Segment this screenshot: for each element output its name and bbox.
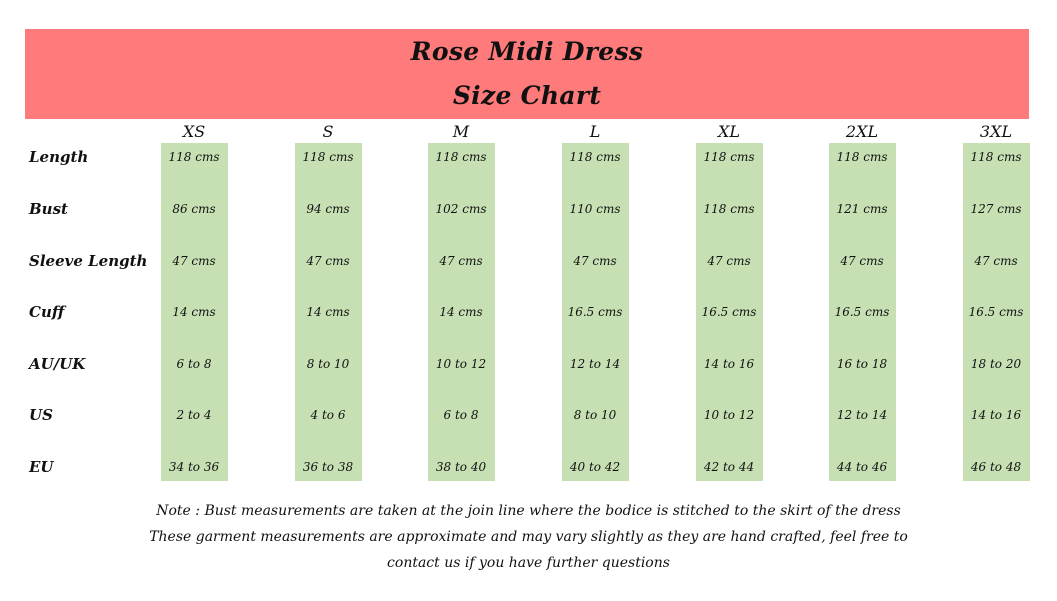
size-value-cell: 38 to 40 [435,460,487,474]
size-column-header: S [322,122,334,141]
size-value-cell: 16 to 18 [836,357,888,371]
size-value-cell: 110 cms [569,202,621,216]
size-value-cell: 42 to 44 [703,460,755,474]
measurement-row-label: Bust [29,200,68,218]
column-highlight [428,143,495,481]
size-column-header: XS [182,122,206,141]
size-value-cell: 14 to 16 [703,357,755,371]
size-value-cell: 12 to 14 [836,408,888,422]
size-value-cell: 16.5 cms [567,305,623,319]
product-title: Rose Midi Dress [410,37,644,66]
size-value-cell: 118 cms [168,150,220,164]
note-line-2: These garment measurements are approxima… [149,529,908,545]
size-value-cell: 34 to 36 [168,460,220,474]
size-value-cell: 118 cms [836,150,888,164]
column-highlight [963,143,1030,481]
size-value-cell: 36 to 38 [302,460,354,474]
size-column-header: L [589,122,601,141]
size-column-header: XL [717,122,740,141]
size-value-cell: 118 cms [703,202,755,216]
size-value-cell: 14 cms [306,305,350,319]
column-highlight [295,143,362,481]
size-value-cell: 4 to 6 [310,408,346,422]
size-value-cell: 47 cms [573,254,617,268]
size-value-cell: 47 cms [172,254,216,268]
size-value-cell: 16.5 cms [834,305,890,319]
size-value-cell: 18 to 20 [970,357,1022,371]
column-highlight [161,143,228,481]
size-value-cell: 118 cms [569,150,621,164]
size-value-cell: 47 cms [840,254,884,268]
measurement-row-label: AU/UK [29,355,86,373]
measurement-row-label: Sleeve Length [29,252,148,270]
size-value-cell: 12 to 14 [569,357,621,371]
size-value-cell: 46 to 48 [970,460,1022,474]
column-highlight [562,143,629,481]
size-value-cell: 47 cms [707,254,751,268]
size-value-cell: 118 cms [703,150,755,164]
size-value-cell: 44 to 46 [836,460,888,474]
measurement-row-label: US [29,406,53,424]
size-value-cell: 118 cms [435,150,487,164]
size-value-cell: 102 cms [435,202,487,216]
note-line-3: contact us if you have further questions [387,555,670,571]
measurement-row-label: Length [29,148,89,166]
size-value-cell: 47 cms [974,254,1018,268]
size-value-cell: 40 to 42 [569,460,621,474]
size-value-cell: 16.5 cms [968,305,1024,319]
size-column-header: 3XL [979,122,1013,141]
column-highlight [696,143,763,481]
size-value-cell: 118 cms [970,150,1022,164]
size-value-cell: 47 cms [306,254,350,268]
size-value-cell: 8 to 10 [573,408,617,422]
size-value-cell: 16.5 cms [701,305,757,319]
size-value-cell: 118 cms [302,150,354,164]
measurement-row-label: EU [29,458,54,476]
size-value-cell: 86 cms [172,202,216,216]
measurement-row-label: Cuff [29,303,65,321]
chart-title: Size Chart [452,81,602,110]
size-value-cell: 121 cms [836,202,888,216]
size-value-cell: 2 to 4 [176,408,212,422]
size-chart-header: Rose Midi Dress Size Chart [25,29,1029,119]
size-value-cell: 6 to 8 [176,357,212,371]
size-value-cell: 8 to 10 [306,357,350,371]
size-column-header: M [452,122,470,141]
size-value-cell: 14 to 16 [970,408,1022,422]
size-value-cell: 6 to 8 [443,408,479,422]
size-value-cell: 47 cms [439,254,483,268]
size-value-cell: 10 to 12 [435,357,487,371]
size-value-cell: 10 to 12 [703,408,755,422]
size-value-cell: 94 cms [306,202,350,216]
size-value-cell: 127 cms [970,202,1022,216]
size-value-cell: 14 cms [172,305,216,319]
column-highlight [829,143,896,481]
size-value-cell: 14 cms [439,305,483,319]
note-line-1: Note : Bust measurements are taken at th… [156,503,901,519]
size-column-header: 2XL [845,122,879,141]
